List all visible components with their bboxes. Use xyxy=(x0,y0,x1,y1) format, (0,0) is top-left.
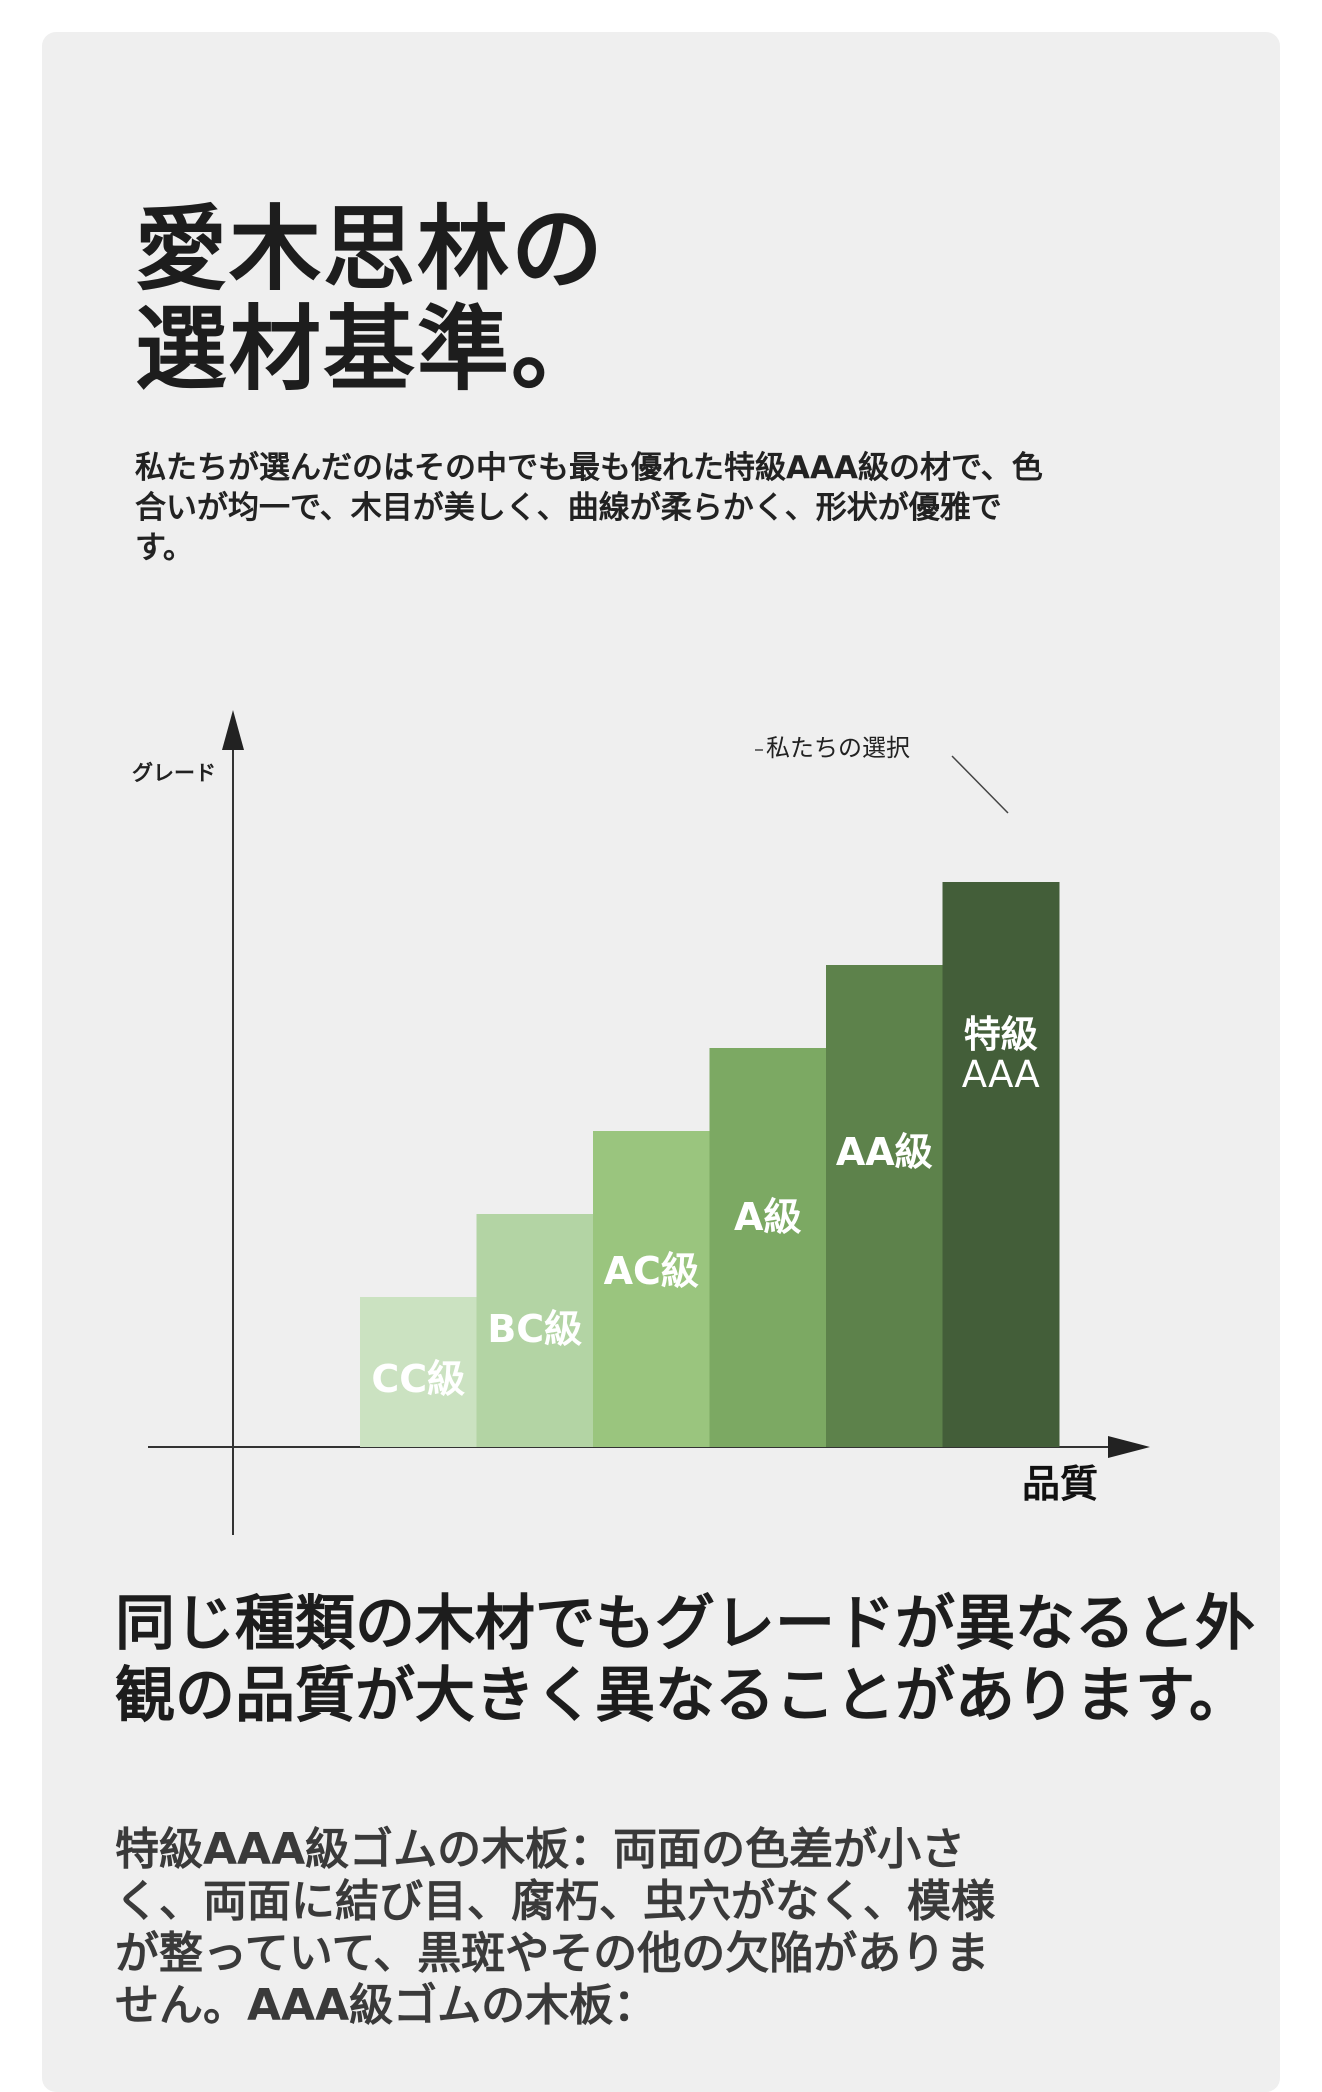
bar-4 xyxy=(709,1048,827,1447)
bar-label-5: AA級 xyxy=(836,1130,933,1174)
bars-group: CC級 BC級 AC級 A級 AA級 特級AAA xyxy=(360,882,1060,1447)
bar-label-4: A級 xyxy=(734,1195,801,1239)
bar-label-6: 特級 xyxy=(964,1013,1038,1056)
bar-6 xyxy=(942,882,1060,1447)
page-title: 愛木思林の 選材基準。 xyxy=(135,200,605,400)
grade-chart: グレード 品質 CC級 BC級 AC級 A級 AA級 特級AAA 私たちの選択 xyxy=(132,710,1150,1535)
section-heading: 同じ種類の木材でもグレードが異なると外観の品質が大きく異なることがあります。 xyxy=(115,1589,1255,1731)
title-line-1: 愛木思林の xyxy=(135,196,606,303)
y-axis-arrow xyxy=(222,710,244,750)
bar-5 xyxy=(826,965,943,1447)
annotation-leader-diagonal xyxy=(951,755,1009,814)
annotation-label: 私たちの選択 xyxy=(766,734,910,762)
bar-3 xyxy=(593,1131,710,1447)
bar-label-3: AC級 xyxy=(604,1249,699,1293)
bar-1 xyxy=(360,1297,477,1447)
bar-label-2: BC級 xyxy=(487,1307,582,1351)
intro-text: 私たちが選んだのはその中でも最も優れた特級AAA級の材で、色合いが均一で、木目が… xyxy=(135,450,1043,566)
bar-label-6-sub: AAA xyxy=(962,1053,1040,1096)
title-line-2: 選材基準。 xyxy=(135,296,606,403)
x-axis-arrow xyxy=(1108,1436,1150,1458)
content-card xyxy=(42,32,1280,2092)
bar-label-1: CC級 xyxy=(371,1357,465,1401)
x-axis-label: 品質 xyxy=(1022,1462,1098,1506)
y-axis-label: グレード xyxy=(132,761,216,785)
bar-2 xyxy=(476,1214,594,1447)
section-body: 特級AAA級ゴムの木板：両面の色差が小さく、両面に結び目、腐朽、虫穴がなく、模様… xyxy=(115,1824,995,2031)
